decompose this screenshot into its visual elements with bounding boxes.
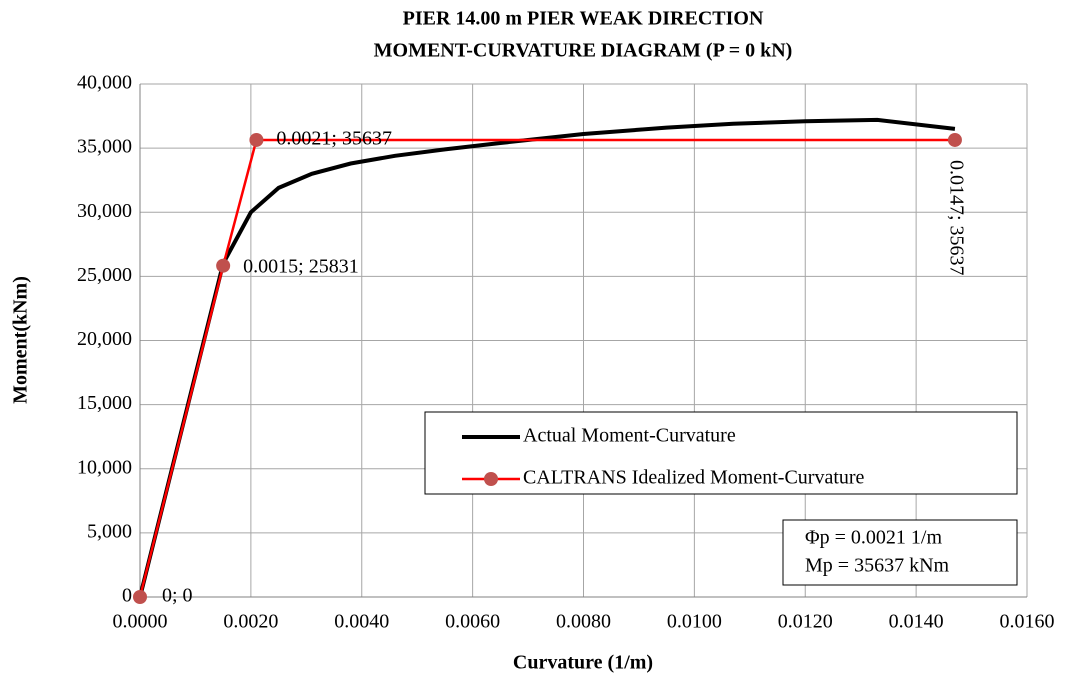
x-tick-label: 0.0040 <box>334 611 389 633</box>
point <box>947 132 962 147</box>
legend-label: CALTRANS Idealized Moment-Curvature <box>523 467 865 489</box>
data-label: 0; 0 <box>162 585 193 607</box>
line-series <box>138 138 955 598</box>
chart-title: MOMENT-CURVATURE DIAGRAM (P = 0 kN) <box>374 40 793 62</box>
y-tick-label: 30,000 <box>77 200 132 222</box>
y-tick-label: 40,000 <box>77 72 132 94</box>
point <box>133 590 147 604</box>
annotation: Φp = 0.0021 1/m <box>805 527 942 549</box>
annotation: Mp = 35637 kNm <box>805 555 950 577</box>
y-tick-label: 10,000 <box>77 456 132 478</box>
y-tick-label: 25,000 <box>77 264 132 286</box>
x-tick-label: 0.0000 <box>113 611 168 633</box>
data-label: 0.0021; 35637 <box>276 128 392 150</box>
x-tick-label: 0.0140 <box>889 611 944 633</box>
x-tick-label: 0.0120 <box>778 611 833 633</box>
chart-title: PIER 14.00 m PIER WEAK DIRECTION <box>403 8 764 30</box>
point <box>249 132 264 147</box>
legend-label: Actual Moment-Curvature <box>523 425 736 447</box>
x-tick-label: 0.0160 <box>1000 611 1055 633</box>
x-tick-label: 0.0080 <box>556 611 611 633</box>
y-tick-label: 35,000 <box>77 136 132 158</box>
annotation-box <box>782 519 1018 586</box>
legend <box>424 411 1018 495</box>
y-tick-label: 5,000 <box>87 520 132 542</box>
x-tick-label: 0.0100 <box>667 611 722 633</box>
x-tick-label: 0.0020 <box>223 611 278 633</box>
line-series <box>138 117 956 598</box>
x-axis-label: Curvature (1/m) <box>513 652 653 674</box>
data-label: 0.0147; 35637 <box>945 160 967 276</box>
data-label: 0.0015; 25831 <box>243 255 359 277</box>
y-tick-label: 0 <box>122 585 132 607</box>
point <box>216 258 231 273</box>
legend-marker <box>484 472 498 486</box>
x-tick-label: 0.0060 <box>445 611 500 633</box>
y-tick-label: 20,000 <box>77 328 132 350</box>
y-axis-label: Moment(kNm) <box>10 276 32 404</box>
y-tick-label: 15,000 <box>77 392 132 414</box>
